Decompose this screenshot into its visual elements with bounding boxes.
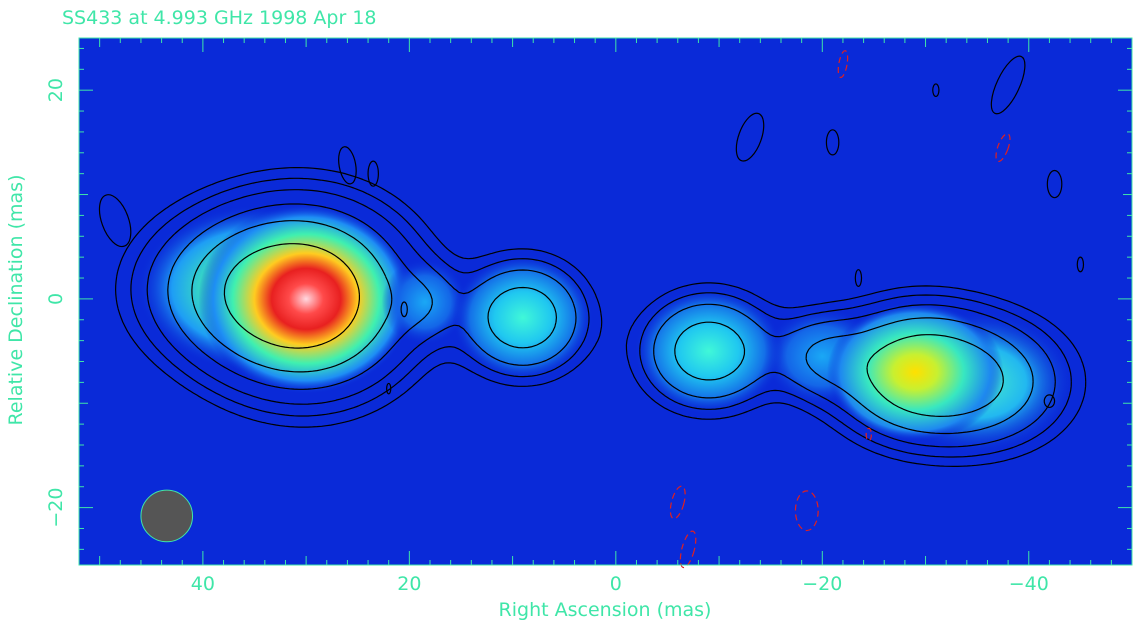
noise-contour <box>1043 394 1056 409</box>
x-axis-label: Right Ascension (mas) <box>499 599 712 621</box>
noise-contour <box>825 129 840 156</box>
contour-level-4 <box>167 203 1034 435</box>
noise-contour <box>386 382 392 395</box>
emission-east-knot <box>452 254 594 382</box>
negative-contour-layer <box>669 50 1011 569</box>
beam-ellipse <box>140 489 194 543</box>
x-tick-label: 0 <box>610 573 622 595</box>
chart-title: SS433 at 4.993 GHz 1998 Apr 18 <box>62 7 377 29</box>
emission-west-hotspot <box>826 302 1004 442</box>
intensity-image <box>136 203 1076 454</box>
negative-contour <box>794 490 819 532</box>
emission-west-knot <box>634 287 784 415</box>
emission-core <box>198 203 414 395</box>
noise-contour <box>735 112 765 162</box>
noise-contour <box>1076 256 1085 273</box>
plot-area <box>78 37 1133 569</box>
negative-contour <box>995 133 1011 163</box>
contour-level-1 <box>115 167 1087 467</box>
noise-contour <box>1046 169 1063 199</box>
x-tick-label: −20 <box>802 573 842 595</box>
contour-level-2 <box>130 177 1072 458</box>
contour-level-3 <box>146 189 1056 448</box>
y-tick-label: −20 <box>45 488 67 528</box>
negative-contour <box>669 485 686 520</box>
noise-contour <box>932 83 940 98</box>
contour-layer <box>98 55 1087 467</box>
noise-contour <box>854 269 863 287</box>
noise-contour <box>400 301 408 318</box>
noise-contour <box>98 194 132 248</box>
negative-contour <box>865 427 872 442</box>
x-tick-label: −40 <box>1009 573 1049 595</box>
x-tick-label: 20 <box>397 573 421 595</box>
contour-level-6 <box>223 243 360 349</box>
noise-contour <box>338 146 357 185</box>
contour-level-5 <box>191 220 1004 417</box>
y-tick-label: 0 <box>45 293 67 305</box>
y-tick-label: 20 <box>45 78 67 102</box>
plot-frame <box>78 37 1133 566</box>
x-tick-label: 40 <box>191 573 215 595</box>
y-axis-label: Relative Declination (mas) <box>5 175 27 426</box>
negative-contour <box>679 530 697 569</box>
noise-contour <box>990 55 1026 115</box>
noise-contour <box>367 160 379 187</box>
